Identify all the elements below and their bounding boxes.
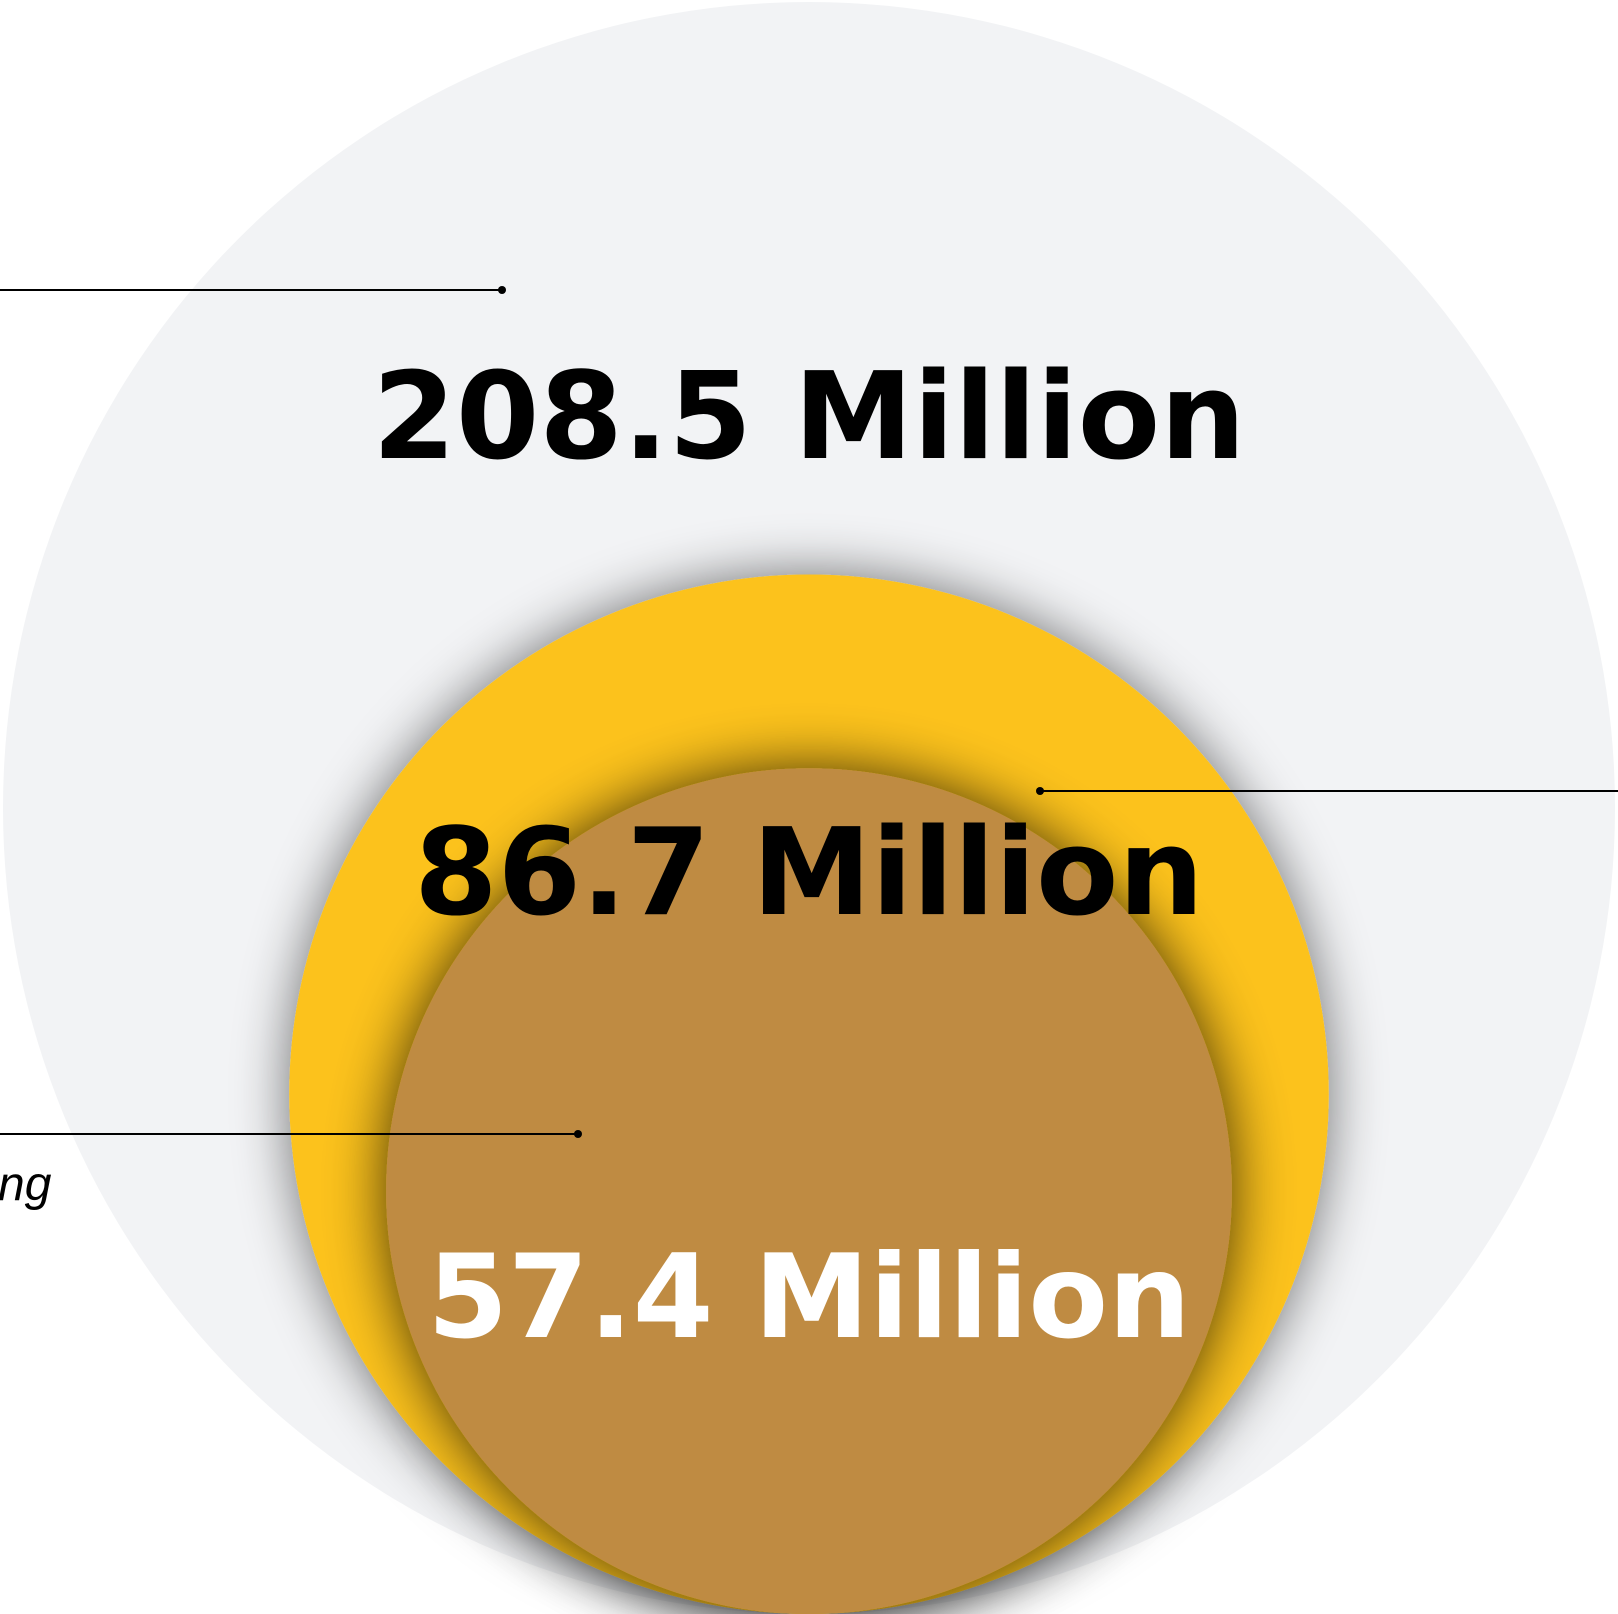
side-text-fragment: ng — [0, 1158, 52, 1211]
bubble-value-label-inner: 57.4 Million — [427, 1230, 1190, 1365]
bubble-value-label-middle: 86.7 Million — [414, 804, 1204, 943]
connector-dot-middle — [1036, 787, 1044, 795]
bubble-value-label-outer: 208.5 Million — [372, 348, 1245, 487]
bubble-inner — [386, 768, 1232, 1614]
connector-dot-outer — [498, 286, 506, 294]
connector-dot-inner — [574, 1130, 582, 1138]
